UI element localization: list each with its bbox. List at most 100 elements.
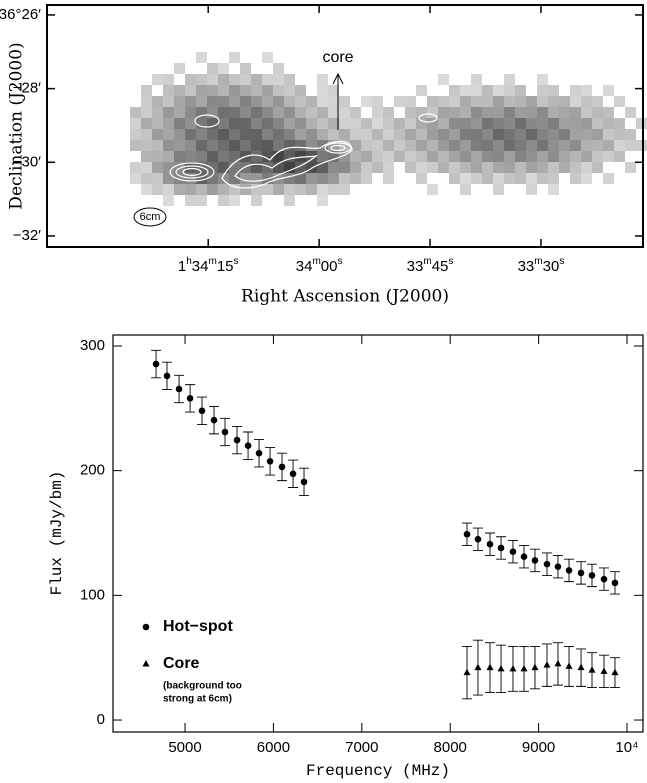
map-pixel bbox=[207, 140, 218, 151]
map-pixel bbox=[218, 107, 229, 118]
map-pixel bbox=[218, 118, 229, 129]
map-pixel bbox=[603, 85, 614, 96]
map-pixel bbox=[581, 118, 592, 129]
map-pixel bbox=[603, 173, 614, 184]
map-pixel bbox=[471, 129, 482, 140]
map-pixel bbox=[207, 63, 218, 74]
map-pixel bbox=[251, 96, 262, 107]
point bbox=[474, 663, 482, 671]
map-pixel bbox=[625, 129, 636, 140]
map-pixel bbox=[526, 140, 537, 151]
y-axis-title: Declination (J2000) bbox=[7, 42, 27, 209]
map-pixel bbox=[196, 195, 207, 206]
y-axis-title: Flux (mJy/bm) bbox=[48, 471, 66, 596]
map-pixel bbox=[581, 173, 592, 184]
point bbox=[577, 569, 585, 577]
point bbox=[221, 428, 229, 436]
map-pixel bbox=[207, 151, 218, 162]
map-pixel bbox=[361, 151, 372, 162]
map-pixel bbox=[130, 173, 141, 184]
map-pixel bbox=[317, 184, 328, 195]
map-pixel bbox=[350, 151, 361, 162]
point bbox=[255, 449, 263, 457]
map-pixel bbox=[614, 129, 625, 140]
map-pixel bbox=[614, 140, 625, 151]
map-pixel bbox=[251, 195, 262, 206]
point bbox=[244, 442, 252, 450]
map-pixel bbox=[152, 129, 163, 140]
map-pixel bbox=[317, 118, 328, 129]
point bbox=[497, 544, 505, 552]
map-pixel bbox=[328, 173, 339, 184]
map-pixel bbox=[141, 107, 152, 118]
map-pixel bbox=[570, 85, 581, 96]
map-pixel bbox=[504, 151, 515, 162]
point bbox=[600, 667, 608, 674]
map-pixel bbox=[152, 173, 163, 184]
map-pixel bbox=[537, 118, 548, 129]
map-pixel bbox=[163, 118, 174, 129]
map-pixel bbox=[317, 107, 328, 118]
map-pixel bbox=[141, 173, 152, 184]
map-pixel bbox=[603, 107, 614, 118]
map-pixel bbox=[603, 140, 614, 151]
map-pixel bbox=[339, 184, 350, 195]
map-pixel bbox=[130, 107, 141, 118]
map-pixel bbox=[229, 195, 240, 206]
y-tick-label: 0 bbox=[97, 711, 105, 728]
map-pixel bbox=[614, 151, 625, 162]
map-pixel bbox=[218, 74, 229, 85]
map-pixel bbox=[570, 118, 581, 129]
map-pixel bbox=[471, 85, 482, 96]
map-pixel bbox=[603, 129, 614, 140]
map-pixel bbox=[526, 162, 537, 173]
map-pixel bbox=[229, 173, 240, 184]
map-pixel bbox=[229, 52, 240, 63]
point bbox=[509, 548, 517, 556]
map-pixel bbox=[592, 129, 603, 140]
map-pixel bbox=[196, 184, 207, 195]
map-pixel bbox=[570, 173, 581, 184]
map-pixel bbox=[152, 140, 163, 151]
map-pixel bbox=[218, 140, 229, 151]
map-pixel bbox=[262, 107, 273, 118]
map-pixel bbox=[262, 162, 273, 173]
map-pixel bbox=[262, 140, 273, 151]
map-pixel bbox=[471, 118, 482, 129]
map-pixel bbox=[251, 140, 262, 151]
map-pixel bbox=[570, 107, 581, 118]
map-pixel bbox=[273, 129, 284, 140]
map-pixel bbox=[229, 184, 240, 195]
map-pixel bbox=[328, 162, 339, 173]
map-pixel bbox=[185, 184, 196, 195]
x-tick-label: 34m00s bbox=[296, 256, 343, 275]
map-pixel bbox=[537, 151, 548, 162]
map-pixel bbox=[416, 173, 427, 184]
map-pixel bbox=[482, 173, 493, 184]
map-pixel bbox=[174, 162, 185, 173]
map-pixel bbox=[625, 162, 636, 173]
map-pixel bbox=[361, 129, 372, 140]
map-pixel bbox=[537, 96, 548, 107]
map-pixel bbox=[251, 173, 262, 184]
map-pixel bbox=[625, 107, 636, 118]
map-pixel bbox=[504, 129, 515, 140]
map-pixel bbox=[130, 129, 141, 140]
map-pixel bbox=[284, 74, 295, 85]
map-pixel bbox=[405, 162, 416, 173]
map-pixel bbox=[163, 184, 174, 195]
map-pixel bbox=[229, 162, 240, 173]
map-pixel bbox=[218, 96, 229, 107]
map-pixel bbox=[273, 85, 284, 96]
map-pixel bbox=[306, 184, 317, 195]
map-pixel bbox=[163, 129, 174, 140]
x-tick-label: 6000 bbox=[257, 739, 290, 756]
map-pixel bbox=[295, 140, 306, 151]
map-pixel bbox=[174, 184, 185, 195]
map-pixel bbox=[504, 107, 515, 118]
map-pixel bbox=[427, 118, 438, 129]
map-pixel bbox=[196, 85, 207, 96]
map-pixel bbox=[471, 140, 482, 151]
